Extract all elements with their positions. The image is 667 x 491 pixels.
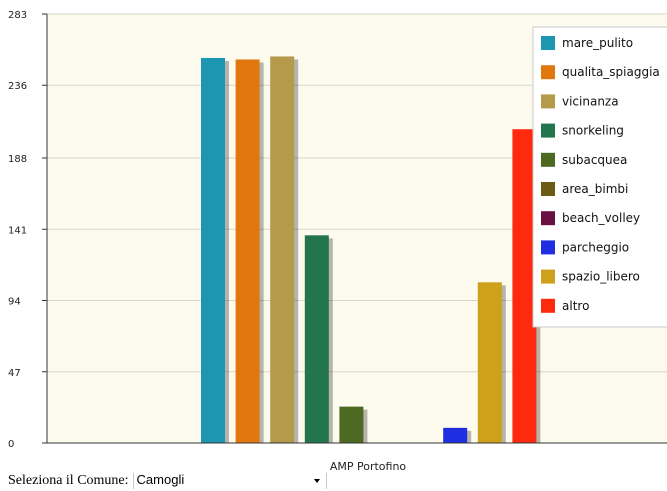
bar-mare-pulito[interactable]	[201, 57, 225, 444]
legend-swatch-beach-volley[interactable]	[541, 211, 555, 226]
legend-label-snorkeling[interactable]: snorkeling	[562, 124, 624, 138]
legend-label-area-bimbi[interactable]: area_bimbi	[562, 182, 628, 196]
comune-selector-label: Seleziona il Comune:	[8, 473, 129, 488]
legend-swatch-area-bimbi[interactable]	[541, 182, 555, 196]
bar-qualita-spiaggia[interactable]	[235, 59, 260, 444]
legend-swatch-qualita-spiaggia[interactable]	[541, 65, 555, 80]
legend-swatch-subacquea[interactable]	[541, 152, 555, 167]
y-tick-labels: 0 47 94 141 188 236 283	[8, 10, 47, 450]
legend-swatch-altro[interactable]	[541, 298, 555, 313]
legend: mare_pulito qualita_spiaggia vicinanza snor…	[532, 26, 667, 328]
y-tick-label: 283	[8, 10, 27, 21]
x-category-label: AMP Portofino	[330, 460, 407, 470]
y-tick-label: 94	[8, 297, 21, 308]
legend-swatch-parcheggio[interactable]	[541, 240, 555, 255]
comune-select[interactable]: Camogli	[132, 472, 327, 489]
y-tick-label: 141	[8, 225, 27, 236]
bar-altro[interactable]	[512, 129, 537, 443]
legend-label-vicinanza[interactable]: vicinanza	[562, 94, 619, 108]
bar-snorkeling[interactable]	[304, 235, 329, 443]
y-tick-label: 236	[8, 81, 27, 92]
bar-subacquea[interactable]	[339, 406, 364, 443]
legend-swatch-mare-pulito[interactable]	[541, 36, 555, 50]
chevron-down-icon	[313, 479, 320, 483]
legend-label-parcheggio[interactable]: parcheggio	[562, 240, 629, 254]
legend-label-subacquea[interactable]: subacquea	[562, 153, 627, 167]
legend-swatch-vicinanza[interactable]	[541, 94, 555, 109]
y-tick-label: 0	[8, 439, 14, 450]
legend-label-beach-volley[interactable]: beach_volley	[562, 211, 640, 225]
bar-vicinanza[interactable]	[270, 56, 295, 444]
comune-select-value: Camogli	[136, 472, 185, 487]
legend-swatch-spazio-libero[interactable]	[541, 269, 555, 284]
bar-chart: 0 47 94 141 188 236 283 AMP Portofino mare_pul…	[8, 10, 667, 470]
legend-label-spazio-libero[interactable]: spazio_libero	[562, 270, 640, 284]
x-tick-labels: AMP Portofino	[330, 460, 407, 470]
legend-label-altro[interactable]: altro	[562, 299, 589, 313]
y-tick-label: 188	[8, 154, 27, 165]
gridlines	[47, 13, 667, 373]
legend-label-qualita-spiaggia[interactable]: qualita_spiaggia	[562, 65, 660, 79]
y-tick-label: 47	[8, 368, 21, 379]
comune-selector-row: Seleziona il Comune: Camogli	[8, 472, 327, 490]
legend-swatch-snorkeling[interactable]	[541, 123, 555, 138]
bar-spazio-libero[interactable]	[477, 282, 502, 443]
legend-box	[532, 26, 667, 328]
bar-parcheggio[interactable]	[443, 427, 468, 443]
legend-label-mare-pulito[interactable]: mare_pulito	[562, 36, 633, 50]
